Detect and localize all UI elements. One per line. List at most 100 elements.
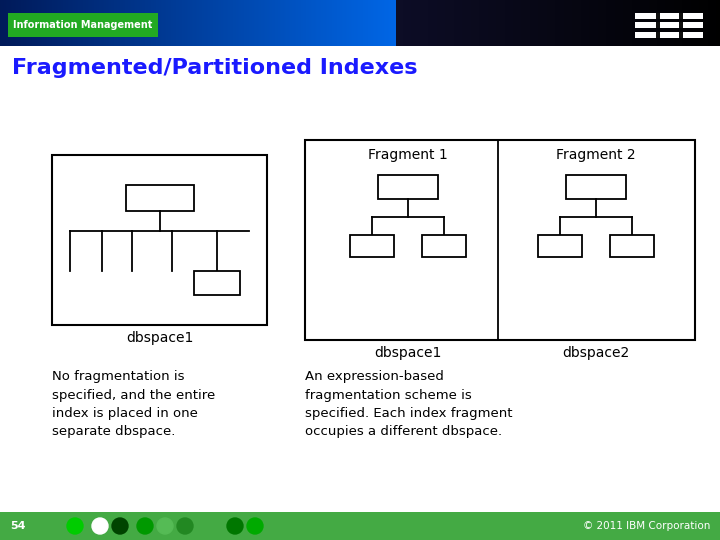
Bar	[379, 0, 380, 46]
Bar	[350, 0, 351, 46]
Bar	[351, 0, 352, 46]
Bar	[666, 0, 667, 46]
Bar	[211, 0, 212, 46]
Bar	[134, 0, 135, 46]
Bar	[462, 0, 463, 46]
Bar	[431, 0, 432, 46]
Bar	[705, 0, 706, 46]
Bar	[219, 0, 220, 46]
Bar	[284, 0, 285, 46]
Bar	[242, 0, 243, 46]
Bar	[126, 0, 127, 46]
Bar	[417, 0, 418, 46]
Bar	[718, 0, 719, 46]
Bar	[14, 0, 15, 46]
Bar	[413, 0, 414, 46]
Bar	[537, 0, 538, 46]
Bar	[232, 0, 233, 46]
Bar	[136, 0, 137, 46]
Bar	[26, 0, 27, 46]
Bar	[591, 0, 592, 46]
Bar	[358, 0, 359, 46]
Bar	[384, 0, 385, 46]
Bar	[472, 0, 473, 46]
Bar	[681, 0, 682, 46]
Bar	[492, 0, 493, 46]
Bar	[422, 0, 423, 46]
Bar	[529, 0, 530, 46]
Bar	[38, 0, 39, 46]
Bar	[142, 0, 143, 46]
Bar	[310, 0, 311, 46]
Bar	[293, 0, 294, 46]
Bar	[621, 0, 622, 46]
Bar	[130, 0, 131, 46]
Bar	[145, 0, 146, 46]
Bar	[121, 0, 122, 46]
Bar	[392, 0, 393, 46]
Bar	[200, 0, 201, 46]
Bar	[527, 0, 528, 46]
Bar	[72, 0, 73, 46]
Bar	[176, 0, 177, 46]
Bar	[27, 0, 28, 46]
Bar	[434, 0, 435, 46]
Bar	[63, 0, 64, 46]
Bar	[371, 0, 372, 46]
Bar	[411, 0, 412, 46]
Bar	[588, 0, 589, 46]
Bar	[542, 0, 543, 46]
Bar	[682, 0, 683, 46]
Bar	[101, 0, 102, 46]
Bar	[292, 0, 293, 46]
Bar	[52, 155, 267, 325]
Bar	[15, 0, 16, 46]
Bar	[113, 0, 114, 46]
Bar	[703, 0, 704, 46]
Bar	[300, 0, 301, 46]
Bar	[283, 0, 284, 46]
Bar	[518, 0, 519, 46]
Bar	[564, 0, 565, 46]
Bar	[320, 0, 321, 46]
Bar	[700, 0, 701, 46]
Bar	[509, 0, 510, 46]
Bar	[553, 0, 554, 46]
Bar	[206, 0, 207, 46]
Bar	[493, 0, 494, 46]
Bar	[275, 0, 276, 46]
Bar	[118, 0, 119, 46]
Bar	[387, 0, 388, 46]
Bar	[143, 0, 144, 46]
Bar	[274, 0, 275, 46]
Bar	[378, 0, 379, 46]
Bar	[269, 0, 270, 46]
Bar	[402, 0, 403, 46]
Bar	[511, 0, 512, 46]
Bar	[339, 0, 340, 46]
Bar	[251, 0, 252, 46]
Bar	[635, 0, 636, 46]
Bar	[449, 0, 450, 46]
Bar	[282, 0, 283, 46]
Bar	[646, 0, 647, 46]
Bar	[241, 0, 242, 46]
Bar	[178, 0, 179, 46]
Bar	[243, 0, 244, 46]
Bar	[264, 0, 265, 46]
Bar	[299, 0, 300, 46]
Bar	[93, 0, 94, 46]
Bar	[60, 0, 61, 46]
Bar	[465, 0, 466, 46]
Bar	[41, 0, 42, 46]
Bar	[515, 0, 516, 46]
Bar	[585, 0, 586, 46]
Bar	[619, 0, 620, 46]
Bar	[667, 0, 668, 46]
Bar	[146, 0, 147, 46]
Bar	[546, 0, 547, 46]
Bar	[173, 0, 174, 46]
Bar	[305, 140, 695, 340]
Bar	[246, 0, 247, 46]
Bar	[393, 0, 394, 46]
